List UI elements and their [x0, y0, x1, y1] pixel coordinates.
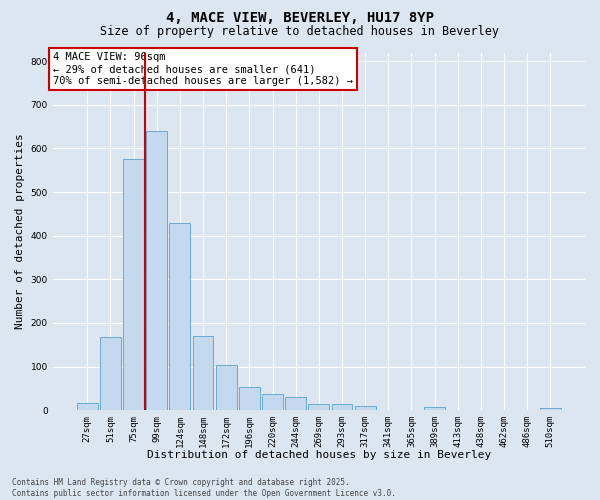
Bar	[77, 402, 98, 410]
Bar	[332, 404, 352, 410]
Bar	[308, 404, 329, 410]
Bar	[216, 365, 236, 410]
Bar	[100, 337, 121, 410]
Text: 4 MACE VIEW: 96sqm
← 29% of detached houses are smaller (641)
70% of semi-detach: 4 MACE VIEW: 96sqm ← 29% of detached hou…	[53, 52, 353, 86]
Bar	[355, 406, 376, 410]
Text: 4, MACE VIEW, BEVERLEY, HU17 8YP: 4, MACE VIEW, BEVERLEY, HU17 8YP	[166, 11, 434, 25]
Bar	[239, 388, 260, 410]
Bar	[285, 398, 306, 410]
Bar	[424, 408, 445, 410]
Text: Contains HM Land Registry data © Crown copyright and database right 2025.
Contai: Contains HM Land Registry data © Crown c…	[12, 478, 396, 498]
Bar	[540, 408, 561, 410]
Bar	[193, 336, 214, 410]
Bar	[169, 222, 190, 410]
X-axis label: Distribution of detached houses by size in Beverley: Distribution of detached houses by size …	[147, 450, 491, 460]
Bar	[146, 130, 167, 410]
Y-axis label: Number of detached properties: Number of detached properties	[15, 134, 25, 329]
Text: Size of property relative to detached houses in Beverley: Size of property relative to detached ho…	[101, 25, 499, 38]
Bar	[262, 394, 283, 410]
Bar	[123, 160, 144, 410]
